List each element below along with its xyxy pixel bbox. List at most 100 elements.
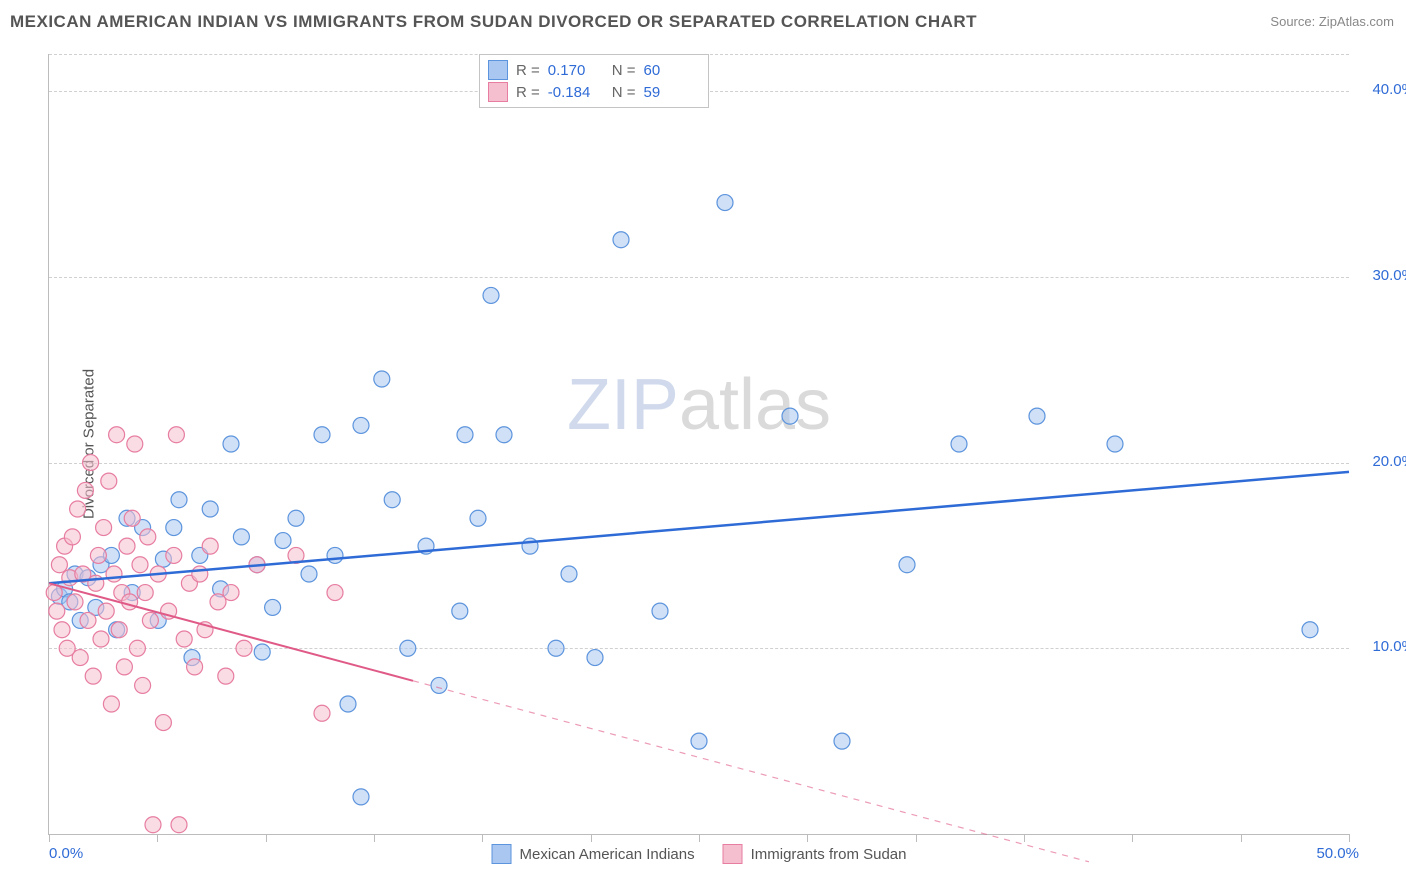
chart-title: MEXICAN AMERICAN INDIAN VS IMMIGRANTS FR… [10,12,977,32]
data-point [135,677,151,693]
legend-row: R =0.170N =60 [488,59,700,81]
data-point [145,817,161,833]
data-point [106,566,122,582]
data-point [717,195,733,211]
legend-swatch [723,844,743,864]
data-point [122,594,138,610]
data-point [202,538,218,554]
data-point [171,492,187,508]
data-point [288,510,304,526]
data-point [561,566,577,582]
y-tick-label: 40.0% [1357,81,1406,98]
data-point [54,622,70,638]
correlation-legend: R =0.170N =60R =-0.184N =59 [479,54,709,108]
data-point [951,436,967,452]
legend-label: Immigrants from Sudan [751,846,907,863]
legend-n-value: 60 [644,62,700,79]
data-point [1107,436,1123,452]
data-point [83,455,99,471]
correlation-scatter-chart: Divorced or Separated ZIPatlas R =0.170N… [48,54,1348,834]
data-point [314,705,330,721]
legend-r-label: R = [516,62,540,79]
data-point [314,427,330,443]
legend-n-value: 59 [644,84,700,101]
data-point [77,482,93,498]
data-point [340,696,356,712]
data-point [64,529,80,545]
data-point [400,640,416,656]
data-point [254,644,270,660]
x-tick [916,834,917,842]
data-point [834,733,850,749]
x-tick [1132,834,1133,842]
trend-line-extrapolated [413,681,1089,862]
legend-item: Immigrants from Sudan [723,844,907,864]
y-tick-label: 30.0% [1357,267,1406,284]
x-tick [1024,834,1025,842]
data-point [124,510,140,526]
data-point [129,640,145,656]
data-point [483,287,499,303]
data-point [301,566,317,582]
y-tick-label: 20.0% [1357,453,1406,470]
legend-r-value: -0.184 [548,84,604,101]
x-tick [807,834,808,842]
data-point [236,640,252,656]
x-tick [157,834,158,842]
legend-label: Mexican American Indians [520,846,695,863]
data-point [233,529,249,545]
plot-area: ZIPatlas R =0.170N =60R =-0.184N =59 10.… [48,54,1349,835]
data-point [327,547,343,563]
legend-item: Mexican American Indians [492,844,695,864]
source-name: ZipAtlas.com [1319,14,1394,29]
source-label: Source: [1270,14,1315,29]
x-tick [591,834,592,842]
data-point [140,529,156,545]
data-point [218,668,234,684]
data-point [187,659,203,675]
legend-n-label: N = [612,84,636,101]
data-point [93,631,109,647]
legend-swatch [488,82,508,102]
data-point [80,612,96,628]
data-point [49,603,65,619]
data-point [51,557,67,573]
data-point [70,501,86,517]
data-point [353,789,369,805]
x-tick [699,834,700,842]
data-point [691,733,707,749]
data-point [496,427,512,443]
source-attribution: Source: ZipAtlas.com [1270,14,1394,29]
data-point [116,659,132,675]
data-point [899,557,915,573]
data-point [223,436,239,452]
legend-r-label: R = [516,84,540,101]
data-point [127,436,143,452]
data-point [457,427,473,443]
data-point [171,817,187,833]
data-point [101,473,117,489]
data-point [72,650,88,666]
legend-r-value: 0.170 [548,62,604,79]
x-tick [49,834,50,842]
data-point [548,640,564,656]
series-legend: Mexican American Indians Immigrants from … [492,844,907,864]
data-point [142,612,158,628]
data-point [168,427,184,443]
data-point [166,520,182,536]
data-point [374,371,390,387]
data-point [223,585,239,601]
data-point [90,547,106,563]
data-point [132,557,148,573]
data-point [155,715,171,731]
data-point [613,232,629,248]
data-point [652,603,668,619]
data-point [166,547,182,563]
x-axis-end-label: 50.0% [1316,845,1359,862]
x-tick [1241,834,1242,842]
data-point [103,696,119,712]
data-point [67,594,83,610]
data-point [384,492,400,508]
x-axis-start-label: 0.0% [49,845,83,862]
data-point [470,510,486,526]
